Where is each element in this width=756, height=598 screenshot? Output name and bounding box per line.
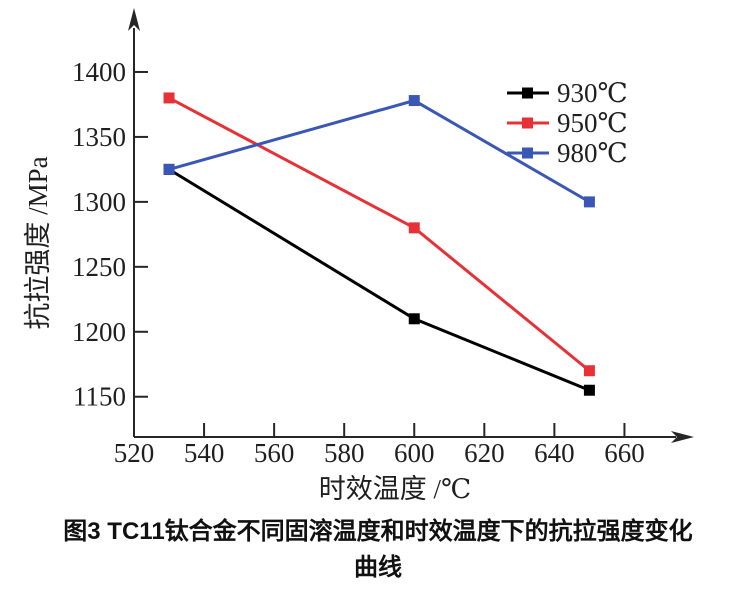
legend-label: 980℃: [557, 138, 628, 168]
legend-marker: [522, 117, 533, 129]
chart-canvas: 520 540 560 580 600 620 640 660 1150 1200 1250 1300…: [23, 8, 694, 504]
x-tick-label: 580: [324, 438, 365, 468]
y-tick-label: 1300: [72, 187, 126, 217]
caption-line-2: 曲线: [354, 554, 402, 581]
legend-label: 950℃: [557, 108, 628, 138]
series-line: [168, 96, 591, 372]
x-tick-label: 520: [114, 438, 155, 468]
x-tick-label: 660: [604, 438, 645, 468]
x-tick-label: 620: [464, 438, 505, 468]
x-axis-title: 时效温度 /℃: [319, 474, 471, 504]
y-tick-label: 1250: [72, 252, 126, 282]
y-tick-label: 1400: [72, 57, 126, 87]
y-axis-title: 抗拉强度 /MPa: [23, 156, 53, 329]
y-tick-label: 1350: [72, 122, 126, 152]
figure-caption: 图3 TC11钛合金不同固溶温度和时效温度下的抗拉强度变化 曲线: [0, 514, 756, 586]
y-tick-label: 1150: [73, 382, 126, 412]
series-marker: [583, 365, 595, 377]
x-tick-label: 560: [254, 438, 295, 468]
series-marker: [583, 196, 595, 208]
legend-marker: [522, 87, 533, 99]
legend-marker: [522, 147, 533, 159]
x-tick-label: 600: [394, 438, 435, 468]
x-axis-arrow-icon: [671, 431, 694, 443]
y-tick-label: 1200: [72, 317, 126, 347]
legend-label: 930℃: [557, 78, 628, 108]
x-tick-label: 640: [534, 438, 575, 468]
series-marker: [163, 92, 175, 104]
x-tick-label: 540: [184, 438, 225, 468]
y-axis-arrow-icon: [128, 8, 140, 31]
series-marker: [408, 222, 420, 234]
series-marker: [408, 95, 420, 107]
series-marker: [583, 384, 595, 396]
caption-line-1: 图3 TC11钛合金不同固溶温度和时效温度下的抗拉强度变化: [63, 518, 693, 545]
series-marker: [163, 163, 175, 175]
series-line: [168, 168, 590, 392]
series-marker: [408, 313, 420, 325]
